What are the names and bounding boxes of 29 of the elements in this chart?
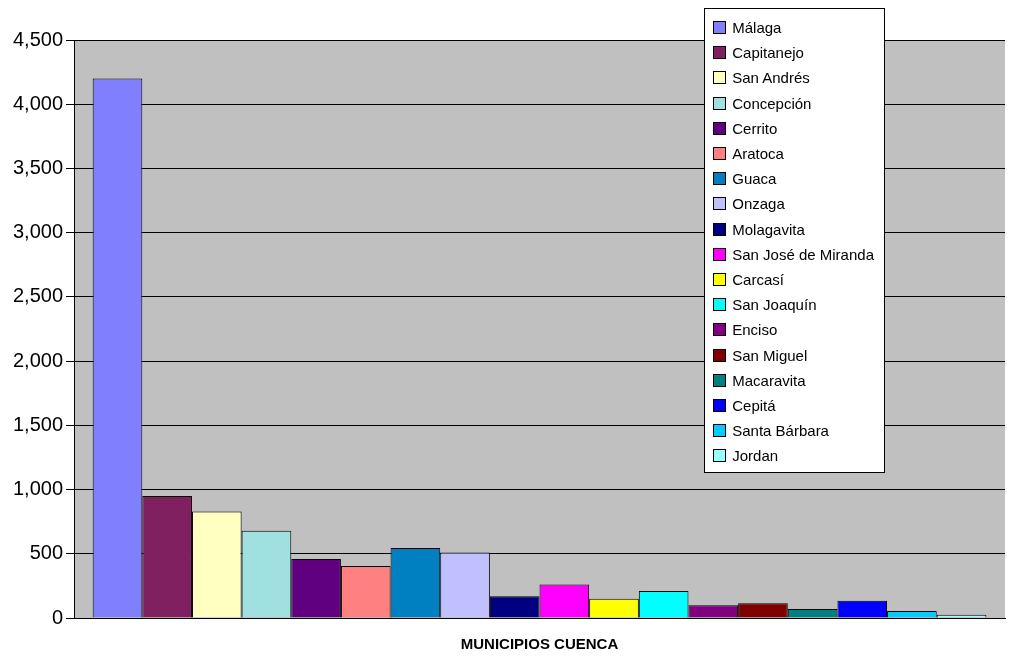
legend-label: Cerrito (732, 119, 778, 137)
y-tick-label: 500 (29, 541, 64, 564)
legend-label: Málaga (732, 19, 782, 37)
legend-label: San José de Miranda (732, 245, 874, 263)
y-tick-label: 1,000 (12, 477, 64, 500)
legend-label: Concepción (732, 94, 812, 112)
legend-label: Cepitá (732, 396, 776, 414)
legend-label: San Andrés (732, 69, 810, 87)
legend-label: Jordan (732, 447, 779, 465)
legend-label: Guaca (732, 170, 777, 188)
legend-label: Carcasí (732, 270, 784, 288)
y-tick-label: 2,000 (12, 348, 64, 371)
y-tick-label: 2,500 (12, 284, 64, 307)
y-tick-label: 0 (51, 605, 64, 628)
y-tick-label: 4,000 (12, 91, 64, 114)
legend-label: Onzaga (732, 195, 785, 213)
legend-label: Molagavita (732, 220, 805, 238)
y-tick-label: 4,500 (12, 27, 64, 50)
legend-label: Enciso (732, 321, 778, 339)
legend-label: Macaravita (732, 371, 806, 389)
legend-label: Aratoca (732, 145, 784, 163)
legend-label: San Joaquín (732, 296, 817, 314)
y-tick-label: 1,500 (12, 412, 64, 435)
y-tick-label: 3,500 (12, 155, 64, 178)
legend-label: Capitanejo (732, 44, 804, 62)
legend-label: San Miguel (732, 346, 808, 364)
y-tick-label: 3,000 (12, 220, 64, 243)
legend-label: Santa Bárbara (732, 422, 829, 440)
x-axis-title: MUNICIPIOS CUENCA (460, 635, 619, 653)
